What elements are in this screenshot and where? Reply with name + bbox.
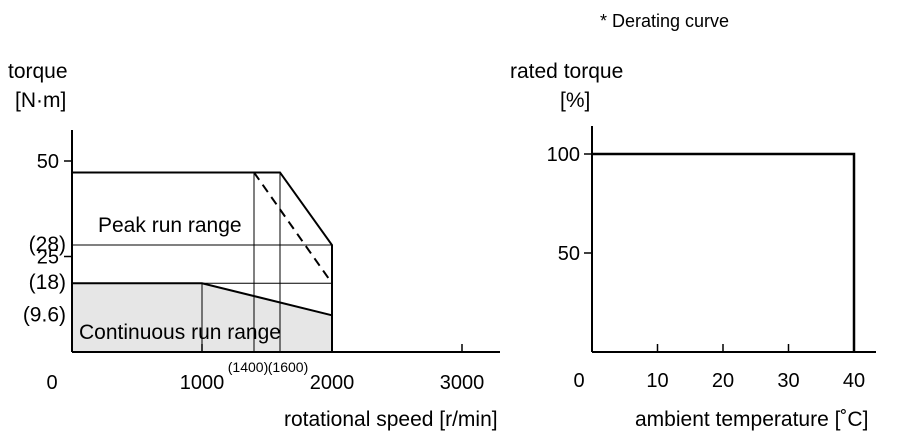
- x-mark-label: (1400): [228, 359, 268, 375]
- x-tick-label: 3000: [440, 372, 485, 394]
- y-axis-label: rated torque: [510, 60, 623, 83]
- x-axis-label: ambient temperature [˚C]: [635, 408, 868, 431]
- x-axis-label: rotational speed [r/min]: [284, 408, 498, 431]
- x-tick-label: 30: [777, 370, 799, 392]
- derating-line: [592, 152, 856, 352]
- y-axis-unit: [N·m]: [15, 89, 66, 112]
- dashed-limit-line: [253, 171, 333, 284]
- x-tick-label: 0: [573, 370, 584, 392]
- derating-chart: 100 50 0 10 20 30 40 rated torque [%] ambient tem…: [510, 60, 876, 431]
- continuous-run-range-label: Continuous run range: [79, 321, 281, 344]
- y-axis-unit: [%]: [560, 89, 590, 112]
- y-tick-label: 100: [547, 144, 580, 166]
- x-tick-label: 0: [46, 372, 57, 394]
- y-mark-label: (18): [29, 271, 66, 294]
- y-tick-label: 25: [37, 247, 59, 269]
- y-tick-label: 50: [37, 151, 59, 173]
- derating-note: * Derating curve: [600, 11, 729, 31]
- y-mark-label: (9.6): [23, 303, 66, 326]
- x-mark-label: (1600): [268, 359, 308, 375]
- x-tick-label: 1000: [180, 372, 225, 394]
- x-tick-label: 20: [712, 370, 734, 392]
- x-tick-label: 10: [646, 370, 668, 392]
- y-axis-label: torque: [8, 60, 68, 83]
- y-mark-label: (28): [29, 233, 66, 256]
- x-tick-label: 2000: [310, 372, 355, 394]
- continuous-run-line: [72, 282, 333, 317]
- y-tick-label: 50: [558, 243, 580, 265]
- x-tick-label: 40: [843, 370, 865, 392]
- peak-run-line: [72, 171, 333, 352]
- speed-torque-chart: 50 25(28) (18) (9.6) 0 1000 2000 3000 (1400) (160…: [8, 60, 500, 431]
- peak-run-range-label: Peak run range: [98, 214, 242, 237]
